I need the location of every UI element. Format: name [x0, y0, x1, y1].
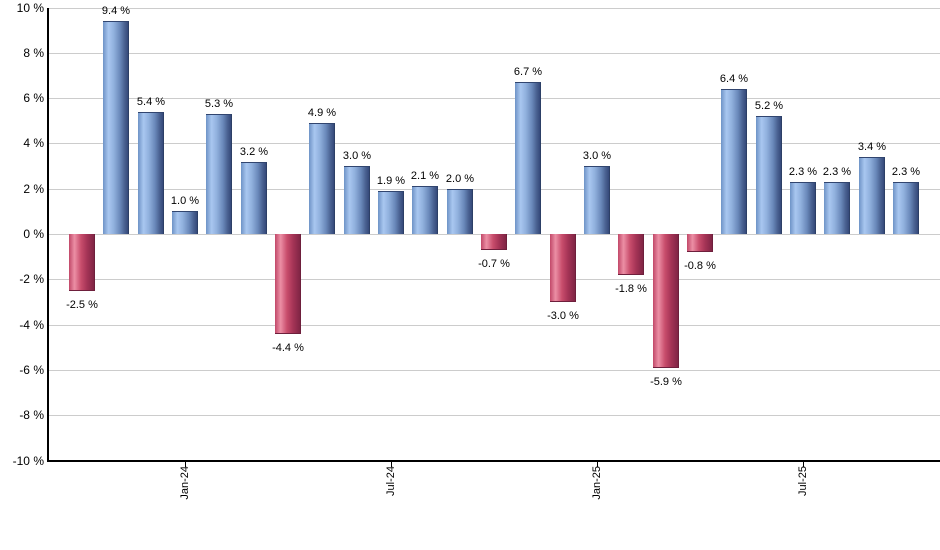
bar-positive	[344, 166, 370, 234]
gridline	[49, 8, 940, 9]
gridline	[49, 325, 940, 326]
bar-positive	[859, 157, 885, 234]
bar-value-label: -4.4 %	[272, 342, 304, 354]
bar-value-label: 6.7 %	[513, 66, 543, 78]
bar-value-label: 3.0 %	[342, 150, 372, 162]
bar-value-label: 5.4 %	[136, 96, 166, 108]
bar-positive	[824, 182, 850, 234]
bar-value-label: 5.3 %	[204, 98, 234, 110]
bar-value-label: 2.3 %	[822, 166, 852, 178]
x-axis-line	[47, 460, 940, 462]
bar-value-label: 2.3 %	[788, 166, 818, 178]
y-tick-label: -4 %	[19, 318, 44, 332]
bar-positive	[103, 21, 129, 234]
y-tick-label: 8 %	[23, 46, 44, 60]
bar-value-label: 3.2 %	[239, 146, 269, 158]
gridline	[49, 143, 940, 144]
bar-positive	[172, 211, 198, 234]
bar-positive	[378, 191, 404, 234]
bar-positive	[515, 82, 541, 234]
x-tick-mark	[597, 462, 598, 467]
bar-positive	[790, 182, 816, 234]
x-tick-label: Jan-25	[591, 466, 603, 500]
bar-positive	[893, 182, 919, 234]
bar-value-label: 3.4 %	[857, 141, 887, 153]
x-tick-mark	[391, 462, 392, 467]
gridline	[49, 415, 940, 416]
bar-positive	[756, 116, 782, 234]
bar-value-label: 3.0 %	[582, 150, 612, 162]
bar-positive	[138, 112, 164, 234]
x-tick-mark	[185, 462, 186, 467]
bar-value-label: -0.7 %	[478, 258, 510, 270]
y-tick-label: -10 %	[12, 454, 44, 468]
y-tick-label: 4 %	[23, 136, 44, 150]
bar-value-label: 9.4 %	[101, 5, 131, 17]
gridline	[49, 189, 940, 190]
bar-value-label: 1.9 %	[376, 175, 406, 187]
bar-positive	[206, 114, 232, 234]
bar-negative	[275, 234, 301, 334]
gridline	[49, 279, 940, 280]
x-tick-mark	[803, 462, 804, 467]
bar-negative	[653, 234, 679, 368]
bar-negative	[618, 234, 644, 275]
bar-positive	[309, 123, 335, 234]
bar-positive	[447, 189, 473, 234]
bar-value-label: -2.5 %	[66, 299, 98, 311]
bar-value-label: -5.9 %	[650, 376, 682, 388]
bar-value-label: 2.1 %	[410, 170, 440, 182]
y-tick-label: -2 %	[19, 272, 44, 286]
y-tick-label: 0 %	[23, 227, 44, 241]
bar-value-label: -3.0 %	[547, 310, 579, 322]
gridline	[49, 370, 940, 371]
y-tick-label: 6 %	[23, 91, 44, 105]
bar-positive	[721, 89, 747, 234]
y-tick-label: 10 %	[16, 1, 44, 15]
bar-value-label: 1.0 %	[170, 195, 200, 207]
bar-value-label: 6.4 %	[719, 73, 749, 85]
bar-value-label: 4.9 %	[307, 107, 337, 119]
bar-value-label: 2.0 %	[445, 173, 475, 185]
bar-value-label: 2.3 %	[891, 166, 921, 178]
x-tick-label: Jul-24	[385, 466, 397, 496]
y-axis-line	[47, 8, 49, 462]
gridline	[49, 98, 940, 99]
bar-negative	[687, 234, 713, 252]
bar-value-label: 5.2 %	[754, 100, 784, 112]
bar-positive	[412, 186, 438, 234]
bar-value-label: -0.8 %	[684, 260, 716, 272]
bar-negative	[69, 234, 95, 291]
bar-value-label: -1.8 %	[615, 283, 647, 295]
y-tick-label: 2 %	[23, 182, 44, 196]
x-tick-label: Jul-25	[797, 466, 809, 496]
bar-positive	[584, 166, 610, 234]
bar-negative	[481, 234, 507, 250]
y-tick-label: -8 %	[19, 408, 44, 422]
x-tick-label: Jan-24	[179, 466, 191, 500]
gridline	[49, 53, 940, 54]
y-tick-label: -6 %	[19, 363, 44, 377]
bar-negative	[550, 234, 576, 302]
bar-positive	[241, 162, 267, 234]
